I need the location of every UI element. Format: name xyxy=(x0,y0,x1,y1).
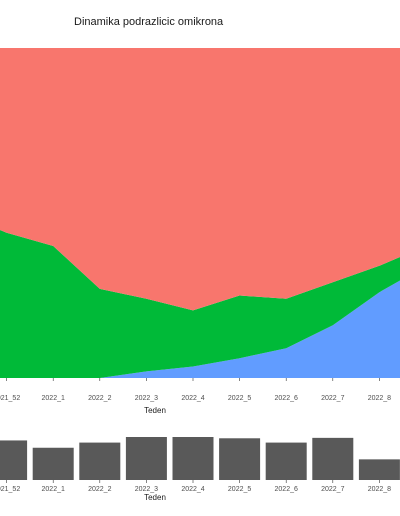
bar-tick-label: 2022_4 xyxy=(181,486,204,493)
area-tick-label: 2022_6 xyxy=(275,395,298,402)
bar-tick-label: 2021_52 xyxy=(0,486,20,493)
bar-x-axis: 2021_512021_522022_12022_22022_32022_420… xyxy=(0,480,391,493)
bar xyxy=(79,442,121,480)
bar xyxy=(312,437,354,480)
bar xyxy=(0,440,28,480)
area-series-0 xyxy=(0,280,400,378)
area-series-2 xyxy=(0,48,400,311)
bar-tick-label: 2022_1 xyxy=(42,486,65,493)
area-tick-label: 2022_5 xyxy=(228,395,251,402)
area-x-axis: 2021_512021_522022_12022_22022_32022_420… xyxy=(0,378,391,402)
bar xyxy=(358,459,400,480)
area-x-axis-label: Teden xyxy=(144,406,166,415)
bar-tick-label: 2022_8 xyxy=(368,486,391,493)
bar-plot-panel xyxy=(0,437,400,480)
bar-tick-label: 2022_5 xyxy=(228,486,251,493)
area-tick-label: 2021_52 xyxy=(0,395,20,402)
bar xyxy=(265,442,307,480)
chart-title: Dinamika podrazlicic omikrona xyxy=(74,16,224,28)
bar xyxy=(219,438,261,480)
bar xyxy=(125,437,167,480)
area-tick-label: 2022_1 xyxy=(42,395,65,402)
bar-tick-label: 2022_7 xyxy=(321,486,344,493)
bar-tick-label: 2022_2 xyxy=(88,486,111,493)
bar xyxy=(172,437,214,480)
area-plot-panel xyxy=(0,48,400,378)
area-tick-label: 2022_2 xyxy=(88,395,111,402)
area-series-1 xyxy=(0,229,400,378)
bar-x-axis-label: Teden xyxy=(144,493,166,502)
area-tick-label: 2022_7 xyxy=(321,395,344,402)
bar xyxy=(32,447,74,480)
bar-tick-label: 2022_6 xyxy=(275,486,298,493)
area-tick-label: 2022_3 xyxy=(135,395,158,402)
bar-tick-label: 2022_3 xyxy=(135,486,158,493)
area-tick-label: 2022_4 xyxy=(181,395,204,402)
area-tick-label: 2022_8 xyxy=(368,395,391,402)
